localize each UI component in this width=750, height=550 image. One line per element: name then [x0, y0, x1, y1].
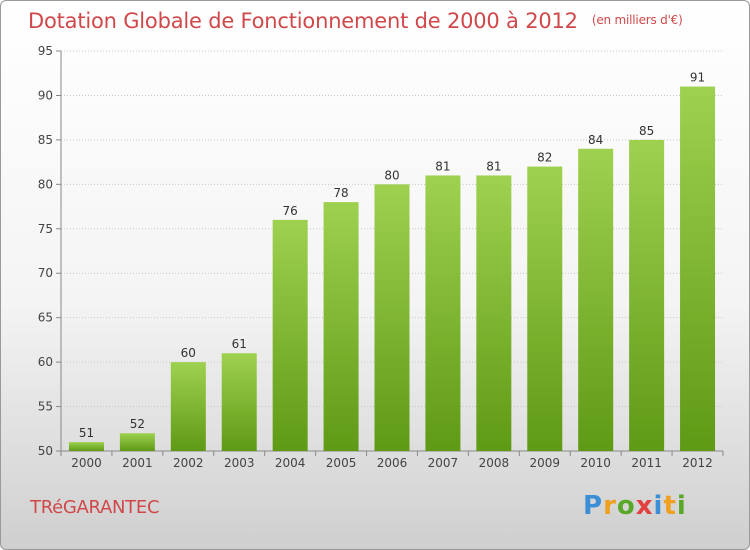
x-tick-label: 2005 — [326, 456, 357, 470]
bar-2008 — [476, 175, 512, 451]
data-label: 78 — [333, 186, 348, 200]
data-label: 91 — [690, 71, 705, 85]
logo-letter: o — [616, 491, 636, 521]
y-tick-label: 75 — [38, 222, 53, 236]
data-label: 81 — [435, 159, 450, 173]
x-tick-label: 2008 — [479, 456, 510, 470]
bars — [68, 86, 716, 452]
y-tick-label: 55 — [38, 400, 53, 414]
x-tick-label: 2004 — [275, 456, 306, 470]
bar-2002 — [170, 362, 206, 451]
bar-2006 — [374, 184, 410, 452]
data-label: 76 — [283, 204, 298, 218]
y-tick-label: 70 — [38, 266, 53, 280]
bar-2010 — [578, 148, 614, 451]
title-unit: (en milliers d'€) — [591, 13, 683, 27]
x-tick-label: 2007 — [428, 456, 459, 470]
x-tick-label: 2002 — [173, 456, 204, 470]
y-tick-label: 65 — [38, 311, 53, 325]
data-label: 81 — [486, 159, 501, 173]
x-tick-label: 2000 — [71, 456, 102, 470]
y-tick-label: 80 — [38, 177, 53, 191]
data-label: 51 — [79, 426, 94, 440]
bar-2007 — [425, 175, 461, 451]
x-tick-label: 2001 — [122, 456, 153, 470]
bar-2004 — [272, 219, 308, 451]
bar-2001 — [119, 433, 155, 451]
x-tick-label: 2011 — [631, 456, 662, 470]
bar-2005 — [323, 202, 359, 451]
y-tick-label: 90 — [38, 88, 53, 102]
logo-letter: r — [603, 491, 617, 521]
y-tick-label: 60 — [38, 355, 53, 369]
x-tick-label: 2009 — [529, 456, 560, 470]
x-tick-label: 2010 — [580, 456, 611, 470]
x-tick-label: 2012 — [682, 456, 713, 470]
logo-letter: x — [635, 491, 654, 521]
bar-2003 — [221, 353, 257, 451]
logo-letter: P — [583, 491, 604, 521]
title-text: Dotation Globale de Fonctionnement de 20… — [28, 9, 578, 33]
labels: 50 55 60 65 70 75 80 85 90 95 2000 51 2001 52 2002 60 20… — [38, 44, 713, 470]
logo-letter: i — [676, 491, 687, 521]
data-label: 85 — [639, 124, 654, 138]
logo-letter: i — [653, 491, 664, 521]
data-label: 82 — [537, 151, 552, 165]
commune-name: TRéGARANTEC — [30, 497, 160, 518]
data-label: 80 — [384, 168, 399, 182]
x-tick-label: 2006 — [377, 456, 408, 470]
data-label: 61 — [232, 337, 247, 351]
chart-title: Dotation Globale de Fonctionnement de 20… — [28, 9, 683, 33]
bar-2000 — [68, 442, 104, 451]
logo-letter: t — [663, 491, 677, 521]
y-tick-label: 85 — [38, 133, 53, 147]
y-tick-label: 95 — [38, 44, 53, 58]
x-tick-label: 2003 — [224, 456, 255, 470]
data-label: 84 — [588, 133, 603, 147]
bar-2009 — [527, 166, 563, 452]
data-label: 52 — [130, 417, 145, 431]
bar-2011 — [629, 139, 665, 451]
data-label: 60 — [181, 346, 196, 360]
proxiti-logo: Proxiti — [583, 491, 687, 521]
y-tick-label: 50 — [38, 444, 53, 458]
bar-2012 — [680, 86, 716, 452]
